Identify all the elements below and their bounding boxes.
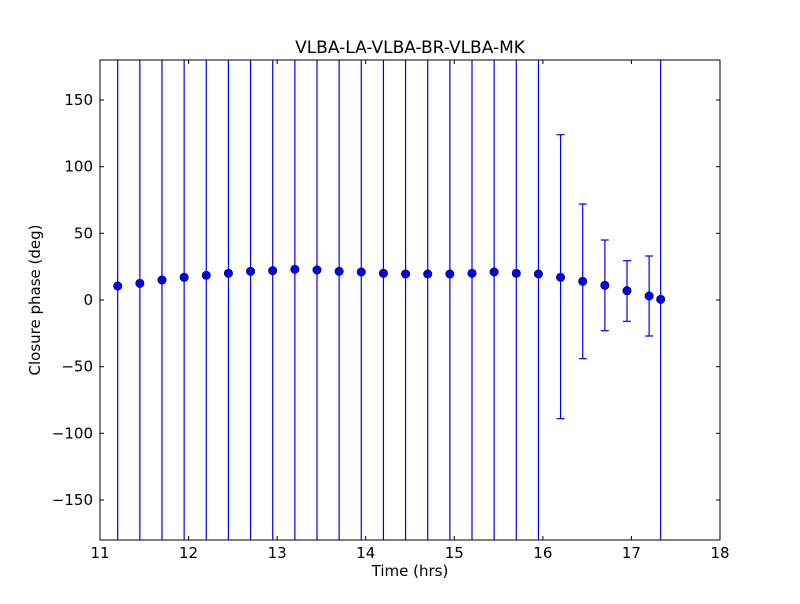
- x-tick-label: 14: [356, 544, 375, 562]
- data-point: [356, 267, 366, 277]
- y-tick-label: 100: [64, 158, 93, 176]
- x-axis-ticks: 11 12 13 14 15 16 17 18: [90, 60, 730, 562]
- x-tick-label: 11: [90, 544, 109, 562]
- y-tick-label: 50: [74, 224, 93, 242]
- data-point: [578, 276, 588, 286]
- y-tick-label: −150: [52, 491, 93, 509]
- data-point: [401, 269, 411, 279]
- data-point: [135, 278, 145, 288]
- data-point: [157, 275, 167, 285]
- x-tick-label: 12: [179, 544, 198, 562]
- data-point: [644, 291, 654, 301]
- data-point: [246, 266, 256, 276]
- y-axis-label: Closure phase (deg): [26, 225, 44, 376]
- data-point: [423, 269, 433, 279]
- y-tick-label: 0: [83, 291, 93, 309]
- plot-area: [100, 60, 720, 540]
- data-point: [268, 266, 278, 276]
- data-point: [533, 269, 543, 279]
- data-point: [467, 268, 477, 278]
- x-axis-label: Time (hrs): [371, 562, 449, 580]
- x-tick-label: 16: [533, 544, 552, 562]
- data-point: [556, 272, 566, 282]
- x-tick-label: 15: [445, 544, 464, 562]
- chart-title: VLBA-LA-VLBA-BR-VLBA-MK: [295, 38, 526, 58]
- y-tick-label: 150: [64, 91, 93, 109]
- data-point: [511, 268, 521, 278]
- errorbar-group: [117, 60, 662, 540]
- data-point: [113, 281, 123, 291]
- data-point: [445, 269, 455, 279]
- data-point: [312, 265, 322, 275]
- data-point: [334, 266, 344, 276]
- x-tick-label: 13: [268, 544, 287, 562]
- y-axis-ticks: −150 −100 −50 0 50 100 150: [52, 91, 720, 509]
- data-point: [201, 270, 211, 280]
- data-point: [656, 294, 666, 304]
- x-tick-label: 17: [622, 544, 641, 562]
- data-point: [378, 268, 388, 278]
- x-tick-label: 18: [710, 544, 729, 562]
- y-tick-label: −50: [61, 358, 93, 376]
- data-point: [489, 267, 499, 277]
- marker-group: [113, 264, 666, 304]
- data-point: [290, 264, 300, 274]
- data-point: [600, 280, 610, 290]
- data-point: [179, 272, 189, 282]
- data-point: [223, 268, 233, 278]
- y-tick-label: −100: [52, 424, 93, 442]
- data-point: [622, 286, 632, 296]
